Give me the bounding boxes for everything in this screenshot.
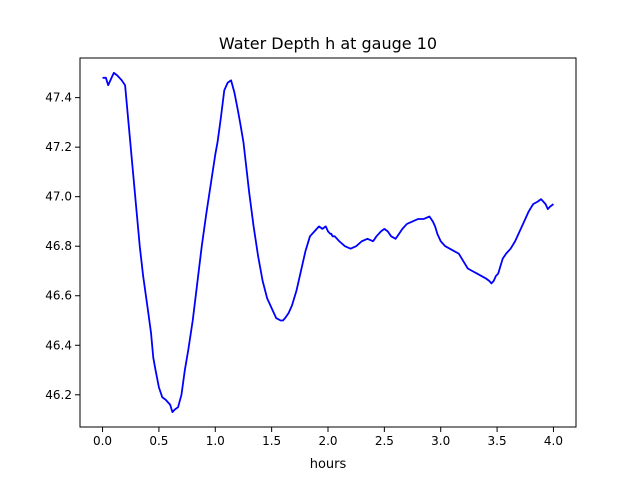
y-tick-label: 46.2 [45, 388, 72, 402]
x-tick-label: 3.5 [488, 434, 507, 448]
y-tick-label: 47.4 [45, 91, 72, 105]
y-tick-label: 46.6 [45, 289, 72, 303]
x-tick-label: 1.5 [262, 434, 281, 448]
x-tick-label: 0.0 [93, 434, 112, 448]
chart-title: Water Depth h at gauge 10 [219, 34, 437, 53]
x-tick-label: 2.5 [375, 434, 394, 448]
axes-frame [79, 57, 577, 428]
x-tick-label: 3.0 [431, 434, 450, 448]
y-tick-label: 46.4 [45, 338, 72, 352]
y-tick-label: 47.2 [45, 140, 72, 154]
y-axis: 46.2 46.4 46.6 46.8 47.0 47.2 47.4 [45, 91, 80, 402]
x-axis-label: hours [310, 457, 347, 472]
x-tick-label: 2.0 [318, 434, 337, 448]
y-tick-label: 46.8 [45, 239, 72, 253]
y-tick-label: 47.0 [45, 190, 72, 204]
x-tick-label: 0.5 [149, 434, 168, 448]
x-tick-label: 4.0 [544, 434, 563, 448]
plot-area [102, 71, 554, 414]
x-tick-label: 1.0 [206, 434, 225, 448]
x-axis: 0.0 0.5 1.0 1.5 2.0 2.5 3.0 3.5 4.0 [93, 427, 563, 448]
series-line-0 [102, 71, 554, 414]
